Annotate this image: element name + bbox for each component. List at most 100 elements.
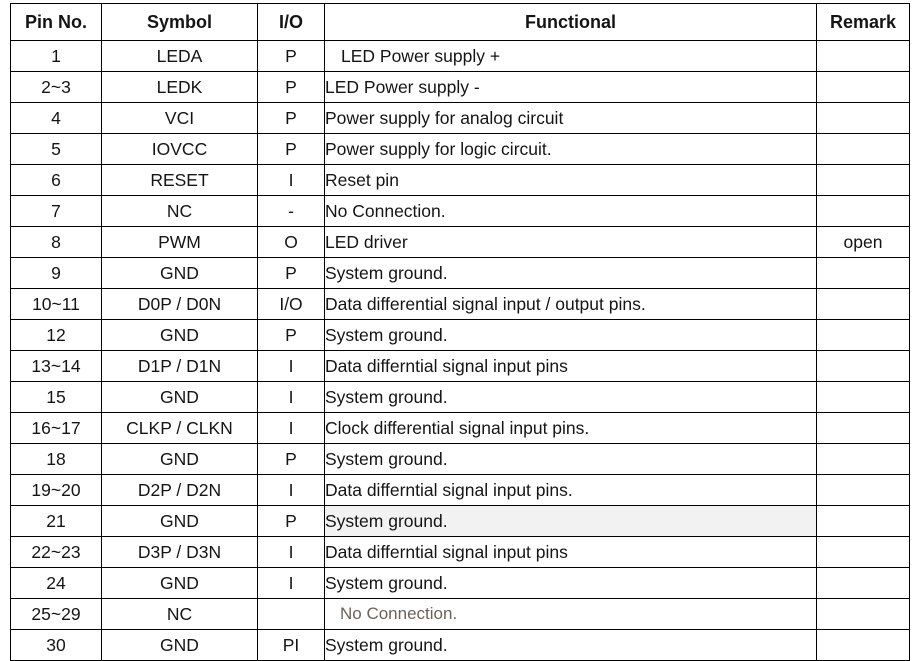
cell-io: I [257,350,325,382]
table-row: 16~17 CLKP / CLKN I Clock differential sign… [10,412,910,444]
cell-functional: System ground. [324,257,817,289]
table-row: 4 VCI P Power supply for analog circuit [10,102,910,134]
cell-pin-no: 15 [10,381,102,413]
cell-io: I [257,164,325,196]
cell-symbol: D1P / D1N [101,350,258,382]
cell-functional: Power supply for logic circuit. [324,133,817,165]
cell-remark [816,40,910,72]
cell-remark [816,536,910,568]
cell-io: I [257,536,325,568]
cell-symbol: LEDK [101,71,258,103]
cell-io: I [257,474,325,506]
cell-symbol: VCI [101,102,258,134]
cell-functional: Clock differential signal input pins. [324,412,817,444]
cell-pin-no: 1 [10,40,102,72]
cell-pin-no: 18 [10,443,102,475]
cell-symbol: D0P / D0N [101,288,258,320]
table-row: 9 GND P System ground. [10,257,910,289]
cell-io: PI [257,629,325,661]
cell-remark [816,195,910,227]
cell-io: P [257,319,325,351]
cell-symbol: NC [101,195,258,227]
cell-symbol: D2P / D2N [101,474,258,506]
cell-symbol: RESET [101,164,258,196]
cell-pin-no: 5 [10,133,102,165]
cell-pin-no: 8 [10,226,102,258]
cell-remark [816,474,910,506]
cell-io: P [257,443,325,475]
cell-functional: System ground. [324,629,817,661]
table-body: 1 LEDA P LED Power supply +2~3 LEDK P LED Powe… [10,40,910,661]
column-header-pin-no: Pin No. [10,3,102,41]
cell-io: I [257,381,325,413]
table-row: 13~14 D1P / D1N I Data differntial signal i… [10,350,910,382]
cell-pin-no: 30 [10,629,102,661]
cell-io [257,598,325,630]
cell-remark [816,443,910,475]
cell-functional: LED driver [324,226,817,258]
cell-io: I/O [257,288,325,320]
cell-remark [816,319,910,351]
cell-symbol: GND [101,443,258,475]
cell-io: P [257,102,325,134]
table-row: 2~3 LEDK P LED Power supply - [10,71,910,103]
cell-functional: System ground. [324,443,817,475]
cell-io: P [257,71,325,103]
cell-functional: Data differential signal input / output … [324,288,817,320]
cell-symbol: GND [101,629,258,661]
cell-symbol: GND [101,505,258,537]
cell-functional: System ground. [324,381,817,413]
cell-functional: LED Power supply + [324,40,817,72]
cell-symbol: GND [101,567,258,599]
cell-pin-no: 7 [10,195,102,227]
cell-functional: Data differntial signal input pins. [324,474,817,506]
cell-remark [816,164,910,196]
pin-assignment-table: Pin No. Symbol I/O Functional Remark 1 LE… [10,3,910,661]
table-row: 24 GND I System ground. [10,567,910,599]
cell-remark [816,629,910,661]
cell-remark [816,505,910,537]
table-row: 25~29 NC No Connection. [10,598,910,630]
column-header-symbol: Symbol [101,3,258,41]
cell-symbol: D3P / D3N [101,536,258,568]
cell-remark [816,381,910,413]
table-row: 10~11 D0P / D0N I/O Data differential signa… [10,288,910,320]
cell-functional: Reset pin [324,164,817,196]
cell-pin-no: 24 [10,567,102,599]
cell-functional: System ground. [324,319,817,351]
cell-symbol: GND [101,319,258,351]
cell-pin-no: 10~11 [10,288,102,320]
cell-pin-no: 25~29 [10,598,102,630]
cell-remark [816,288,910,320]
cell-io: I [257,412,325,444]
cell-pin-no: 6 [10,164,102,196]
table-header: Pin No. Symbol I/O Functional Remark [10,3,910,41]
table-row: 1 LEDA P LED Power supply + [10,40,910,72]
cell-pin-no: 4 [10,102,102,134]
cell-symbol: IOVCC [101,133,258,165]
cell-io: P [257,133,325,165]
cell-functional: No Connection. [324,195,817,227]
cell-pin-no: 9 [10,257,102,289]
cell-symbol: NC [101,598,258,630]
cell-functional: System ground. [324,505,817,537]
cell-functional: Data differntial signal input pins [324,350,817,382]
table-row: 19~20 D2P / D2N I Data differntial signal i… [10,474,910,506]
table-row: 12 GND P System ground. [10,319,910,351]
cell-symbol: PWM [101,226,258,258]
cell-pin-no: 22~23 [10,536,102,568]
cell-io: P [257,40,325,72]
table-row: 18 GND P System ground. [10,443,910,475]
cell-functional: Data differntial signal input pins [324,536,817,568]
table-row: 21 GND P System ground. [10,505,910,537]
cell-functional: System ground. [324,567,817,599]
cell-functional: Power supply for analog circuit [324,102,817,134]
table-row: 5 IOVCC P Power supply for logic circuit. [10,133,910,165]
cell-io: - [257,195,325,227]
cell-remark [816,71,910,103]
cell-io: I [257,567,325,599]
cell-io: P [257,257,325,289]
table-row: 22~23 D3P / D3N I Data differntial signal i… [10,536,910,568]
cell-remark [816,598,910,630]
cell-remark [816,133,910,165]
